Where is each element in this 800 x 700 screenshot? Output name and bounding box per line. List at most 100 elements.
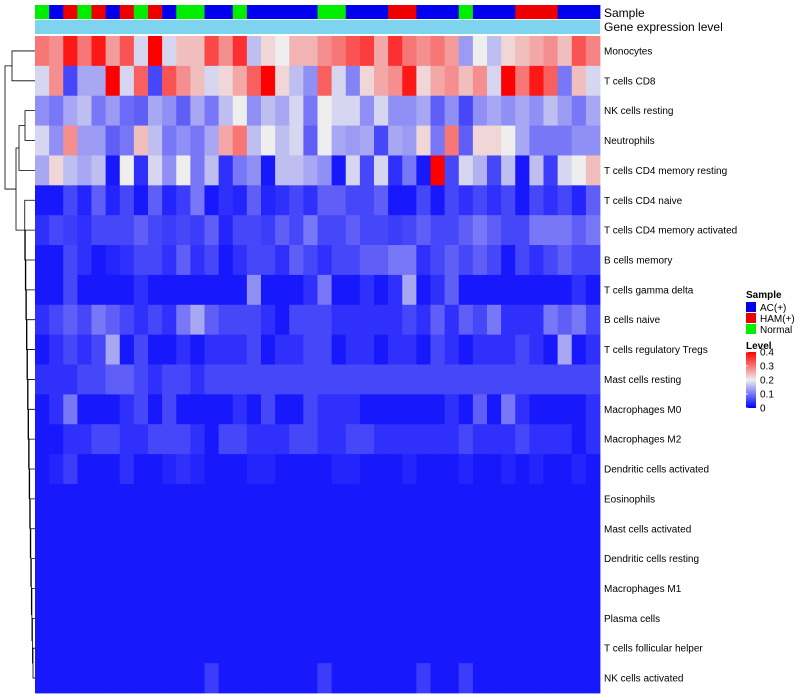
heatmap-cell bbox=[218, 36, 234, 67]
heatmap-cell bbox=[571, 95, 587, 126]
sample-annotation-cell bbox=[35, 5, 50, 19]
heatmap-cell bbox=[261, 125, 276, 156]
heatmap-cell bbox=[232, 364, 248, 395]
heatmap-cell bbox=[204, 513, 220, 545]
heatmap-cell bbox=[487, 513, 502, 545]
heatmap-cell bbox=[388, 424, 403, 455]
heatmap-cell bbox=[232, 95, 248, 126]
heatmap-cell bbox=[162, 36, 177, 67]
sample-annotation-cell bbox=[402, 5, 417, 19]
heatmap-cell bbox=[472, 573, 488, 604]
heatmap-cell bbox=[571, 483, 587, 515]
heatmap-cell bbox=[261, 424, 276, 455]
heatmap-cell bbox=[444, 663, 460, 694]
heatmap-cell bbox=[275, 215, 290, 246]
heatmap-cell bbox=[35, 155, 50, 186]
heatmap-cell bbox=[359, 543, 375, 574]
heatmap-cell bbox=[585, 245, 601, 276]
sample-annotation-cell bbox=[49, 5, 64, 19]
heatmap-cell bbox=[49, 245, 64, 276]
heatmap-cell bbox=[261, 663, 276, 694]
heatmap-cell bbox=[232, 185, 248, 216]
heatmap-cell bbox=[133, 95, 149, 126]
heatmap-cell bbox=[162, 543, 177, 574]
heatmap-cell bbox=[119, 513, 135, 545]
heatmap-cell bbox=[133, 245, 149, 276]
heatmap-cell bbox=[430, 245, 446, 276]
heatmap-cell bbox=[515, 95, 530, 126]
heatmap-cell bbox=[232, 513, 248, 545]
heatmap-cell bbox=[289, 155, 304, 186]
heatmap-cell bbox=[345, 36, 361, 67]
heatmap-cell bbox=[162, 513, 177, 545]
sample-annotation-cell bbox=[487, 5, 502, 19]
heatmap-cell bbox=[148, 483, 163, 515]
heatmap-cell bbox=[585, 185, 601, 216]
heatmap-cell bbox=[317, 573, 333, 604]
heatmap-cell bbox=[91, 215, 107, 246]
sample-annotation-cell bbox=[218, 5, 234, 19]
heatmap-cell bbox=[501, 65, 516, 97]
heatmap-cell bbox=[515, 274, 530, 306]
heatmap-cell bbox=[416, 65, 431, 97]
heatmap-cell bbox=[416, 274, 431, 306]
heatmap-cell bbox=[204, 424, 220, 455]
row-label: NK cells resting bbox=[604, 106, 673, 117]
heatmap-cell bbox=[204, 543, 220, 574]
heatmap-cell bbox=[487, 274, 502, 306]
heatmap-cell bbox=[148, 274, 163, 306]
heatmap-cell bbox=[501, 95, 516, 126]
heatmap-cell bbox=[289, 65, 304, 97]
heatmap-cell bbox=[501, 274, 516, 306]
heatmap-cell bbox=[515, 65, 530, 97]
heatmap-cell bbox=[77, 364, 92, 395]
heatmap-cell bbox=[105, 274, 121, 306]
heatmap-cell bbox=[543, 573, 559, 604]
heatmap-cell bbox=[275, 633, 290, 664]
heatmap-cell bbox=[374, 633, 389, 664]
heatmap-cell bbox=[501, 513, 516, 545]
heatmap-cell bbox=[35, 334, 50, 365]
heatmap-cell bbox=[275, 454, 290, 485]
heatmap-cell bbox=[176, 65, 191, 97]
heatmap-cell bbox=[430, 185, 446, 216]
heatmap-cell bbox=[529, 573, 544, 604]
heatmap-cell bbox=[49, 65, 64, 97]
heatmap-cell bbox=[515, 334, 530, 365]
heatmap-cell bbox=[585, 424, 601, 455]
heatmap-cell bbox=[91, 65, 107, 97]
heatmap-cell bbox=[585, 95, 601, 126]
sample-annotation-cell bbox=[374, 5, 389, 19]
heatmap-cell bbox=[303, 215, 318, 246]
heatmap-cell bbox=[501, 185, 516, 216]
heatmap-cell bbox=[246, 65, 262, 97]
legend-sample-label: Normal bbox=[760, 325, 792, 336]
heatmap-cell bbox=[543, 215, 559, 246]
heatmap-cell bbox=[416, 543, 431, 574]
heatmap-cell bbox=[105, 603, 121, 634]
heatmap-cell bbox=[317, 454, 333, 485]
heatmap-cell bbox=[331, 573, 347, 604]
heatmap-cell bbox=[49, 394, 64, 425]
heatmap-cell bbox=[176, 245, 191, 276]
heatmap-cell bbox=[77, 185, 92, 216]
row-label: Neutrophils bbox=[604, 136, 655, 147]
heatmap-cell bbox=[218, 155, 234, 186]
heatmap-cell bbox=[303, 603, 318, 634]
heatmap-cell bbox=[289, 483, 304, 515]
heatmap-cell bbox=[331, 245, 347, 276]
sample-annotation-cell bbox=[557, 5, 573, 19]
heatmap-cell bbox=[35, 304, 50, 336]
heatmap-cell bbox=[543, 155, 559, 186]
heatmap-cell bbox=[557, 364, 573, 395]
legend-sample-label: AC(+) bbox=[760, 303, 786, 314]
heatmap-cell bbox=[35, 274, 50, 306]
heatmap-cell bbox=[232, 155, 248, 186]
sample-annotation-cell bbox=[176, 5, 191, 19]
heatmap-cell bbox=[529, 65, 544, 97]
heatmap-cell bbox=[218, 543, 234, 574]
heatmap-cell bbox=[571, 364, 587, 395]
heatmap-cell bbox=[345, 483, 361, 515]
heatmap-cell bbox=[190, 483, 205, 515]
heatmap-cell bbox=[119, 36, 135, 67]
